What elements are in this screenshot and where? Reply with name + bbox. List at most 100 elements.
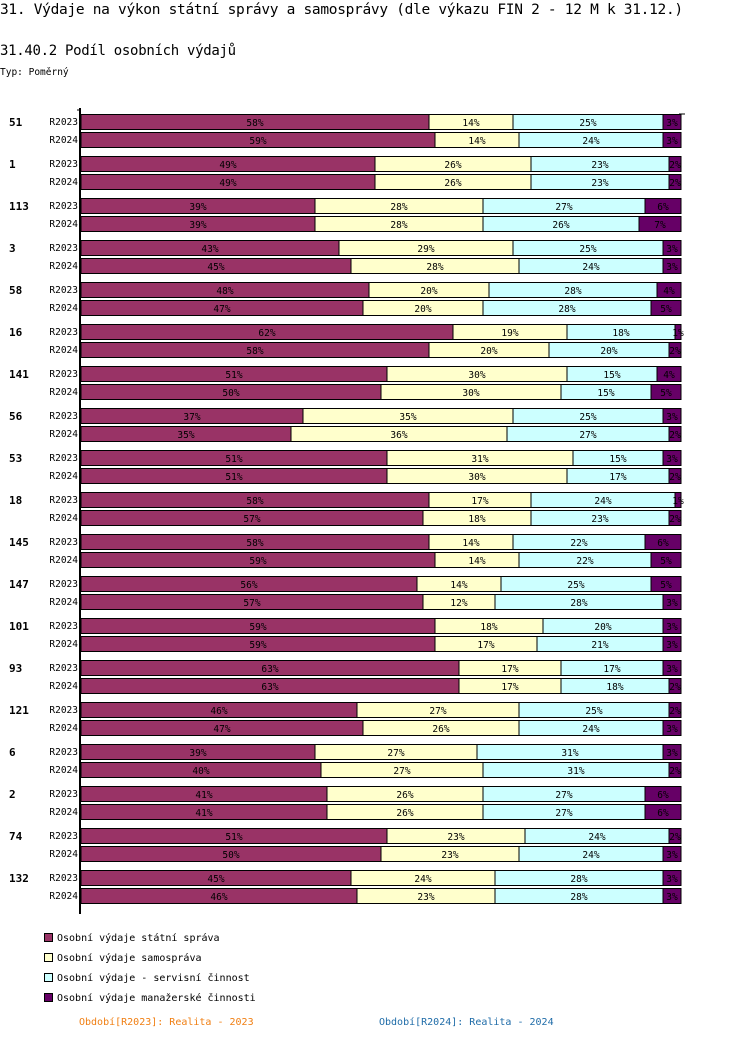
group-label: 147 (9, 578, 29, 591)
data-label: 1% (672, 328, 684, 339)
data-label: 3% (666, 892, 678, 903)
data-label: 3% (666, 664, 678, 675)
bar-segment (662, 888, 682, 904)
data-label: 46% (210, 892, 227, 903)
data-label: 5% (660, 556, 672, 567)
period-tick-label: R2024 (49, 219, 78, 230)
bar-segment (662, 258, 682, 274)
data-label: 47% (213, 304, 230, 315)
legend-label: Osobní výdaje státní správa (57, 933, 220, 944)
period-tick-label: R2023 (49, 621, 78, 632)
data-label: 2% (669, 178, 681, 189)
bar-segment (644, 534, 682, 550)
group-label: 145 (9, 536, 29, 549)
data-label: 19% (501, 328, 518, 339)
data-label: 31% (561, 748, 578, 759)
data-label: 6% (657, 790, 669, 801)
bar-segment (662, 132, 682, 148)
period-tick-label: R2024 (49, 513, 78, 524)
period-tick-label: R2023 (49, 327, 78, 338)
data-label: 39% (189, 220, 206, 231)
bar-segment (668, 156, 682, 172)
period-tick-label: R2023 (49, 285, 78, 296)
data-label: 3% (666, 244, 678, 255)
period-tick-label: R2023 (49, 411, 78, 422)
group-label: 141 (9, 368, 29, 381)
data-label: 30% (468, 472, 485, 483)
period-r2024-label: Období[R2024]: Realita - 2024 (379, 1017, 554, 1028)
bar-segment (662, 240, 682, 256)
data-label: 3% (666, 724, 678, 735)
legend-item-servisni-cinnost: Osobní výdaje - servisní činnost (44, 972, 256, 992)
period-tick-label: R2023 (49, 243, 78, 254)
bar-segment (668, 702, 682, 718)
legend-label: Osobní výdaje manažerské činnosti (57, 993, 256, 1004)
data-label: 18% (612, 328, 629, 339)
period-tick-label: R2024 (49, 807, 78, 818)
data-label: 22% (570, 538, 587, 549)
data-label: 23% (441, 850, 458, 861)
data-label: 28% (390, 220, 407, 231)
chart-type-label: Typ: Poměrný (0, 67, 69, 78)
data-label: 5% (660, 580, 672, 591)
legend-swatch (44, 992, 53, 1002)
data-label: 50% (222, 850, 239, 861)
data-label: 58% (246, 118, 263, 129)
data-label: 21% (591, 640, 608, 651)
data-label: 14% (468, 136, 485, 147)
data-label: 24% (582, 724, 599, 735)
data-label: 31% (471, 454, 488, 465)
data-label: 6% (657, 538, 669, 549)
data-label: 3% (666, 850, 678, 861)
bar-segment (644, 198, 682, 214)
data-label: 14% (468, 556, 485, 567)
bar-segment (662, 618, 682, 634)
data-label: 20% (600, 346, 617, 357)
data-label: 41% (195, 808, 212, 819)
data-label: 3% (666, 262, 678, 273)
legend-swatch (44, 932, 53, 942)
bar-segment (662, 636, 682, 652)
period-tick-label: R2024 (49, 723, 78, 734)
bar-segment (644, 786, 682, 802)
data-label: 24% (594, 496, 611, 507)
data-label: 43% (201, 244, 218, 255)
legend-label: Osobní výdaje samospráva (57, 953, 202, 964)
period-tick-label: R2024 (49, 681, 78, 692)
bar-segment (662, 114, 682, 130)
data-label: 56% (240, 580, 257, 591)
data-label: 6% (657, 202, 669, 213)
group-label: 113 (9, 200, 29, 213)
data-label: 26% (432, 724, 449, 735)
data-label: 20% (480, 346, 497, 357)
data-label: 48% (216, 286, 233, 297)
period-tick-label: R2024 (49, 303, 78, 314)
bar-segment (668, 510, 682, 526)
data-label: 46% (210, 706, 227, 717)
data-label: 27% (387, 748, 404, 759)
data-label: 49% (219, 178, 236, 189)
data-label: 28% (558, 304, 575, 315)
data-label: 28% (570, 892, 587, 903)
data-label: 39% (189, 202, 206, 213)
period-tick-label: R2023 (49, 537, 78, 548)
data-label: 45% (207, 874, 224, 885)
bar-segment (668, 174, 682, 190)
data-label: 30% (468, 370, 485, 381)
data-label: 5% (660, 304, 672, 315)
bar-segment (668, 678, 682, 694)
data-label: 2% (669, 430, 681, 441)
data-label: 18% (468, 514, 485, 525)
data-label: 27% (393, 766, 410, 777)
group-label: 101 (9, 620, 29, 633)
bar-segment (668, 342, 682, 358)
data-label: 7% (654, 220, 666, 231)
data-label: 17% (603, 664, 620, 675)
group-label: 6 (9, 746, 16, 759)
data-label: 31% (567, 766, 584, 777)
data-label: 17% (609, 472, 626, 483)
data-label: 35% (399, 412, 416, 423)
group-label: 1 (9, 158, 16, 171)
data-label: 2% (669, 514, 681, 525)
period-r2023-label: Období[R2023]: Realita - 2023 (79, 1017, 254, 1028)
